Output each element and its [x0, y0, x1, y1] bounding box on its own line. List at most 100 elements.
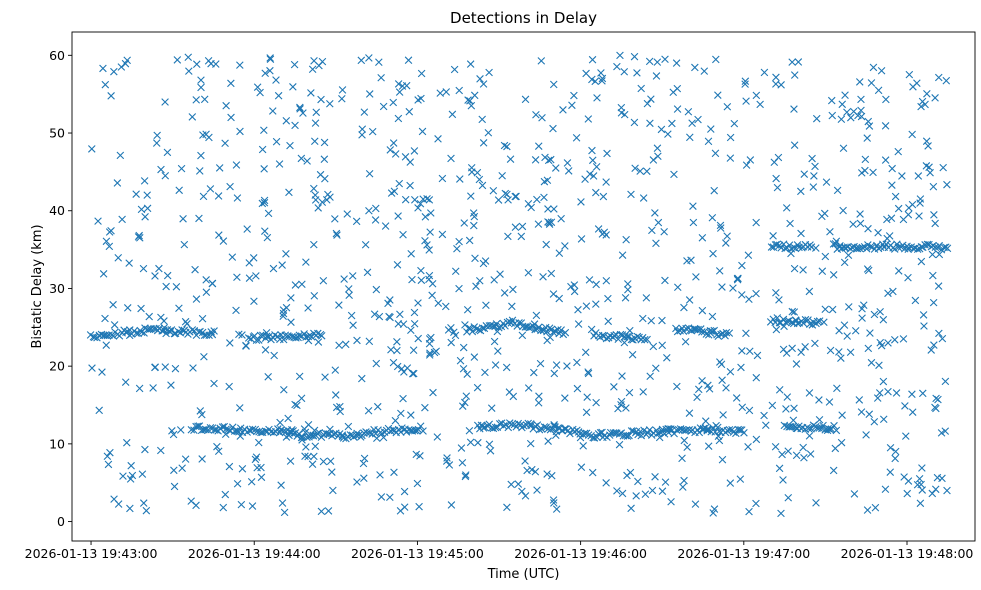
data-point [456, 175, 464, 183]
data-point [278, 261, 286, 269]
data-point [137, 304, 145, 313]
data-point [225, 462, 234, 471]
data-point [879, 377, 888, 386]
data-point [394, 80, 403, 88]
data-point [487, 404, 496, 412]
data-point [939, 163, 947, 172]
data-point [256, 88, 264, 97]
data-point [503, 503, 511, 512]
data-point [272, 137, 281, 146]
data-point [340, 275, 348, 283]
data-point [441, 302, 450, 311]
data-point [544, 205, 552, 213]
data-point [114, 254, 123, 262]
data-point [377, 73, 385, 82]
data-point [260, 198, 269, 207]
data-point [790, 141, 799, 149]
data-point [865, 410, 874, 418]
data-point [673, 105, 682, 113]
x-tick-label: 2026-01-13 19:44:00 [188, 546, 321, 561]
data-point [584, 368, 592, 376]
data-point [429, 388, 437, 397]
data-point [318, 57, 327, 66]
data-point [244, 334, 253, 342]
data-point [88, 364, 96, 372]
data-point [919, 311, 928, 319]
x-tick-label: 2026-01-13 19:48:00 [841, 546, 974, 561]
data-point [141, 213, 149, 221]
data-point [581, 175, 589, 183]
x-tick-label: 2026-01-13 19:45:00 [351, 546, 484, 561]
data-point [799, 319, 808, 328]
data-point [789, 416, 798, 425]
data-point [258, 145, 267, 154]
data-point [717, 330, 725, 339]
data-point [582, 302, 591, 310]
data-point [779, 476, 787, 484]
data-point [783, 317, 792, 326]
data-point [602, 276, 611, 285]
data-point [175, 304, 183, 313]
data-point [634, 477, 642, 486]
data-point [830, 421, 838, 430]
data-point [892, 389, 901, 397]
data-point [771, 442, 780, 451]
data-point [857, 95, 865, 104]
data-point [827, 425, 836, 433]
data-point [484, 128, 493, 137]
data-point [221, 430, 230, 439]
data-point [235, 404, 244, 412]
data-point [279, 309, 288, 318]
data-point [884, 387, 892, 396]
data-point [221, 139, 229, 148]
data-point [888, 164, 896, 173]
data-point [160, 323, 169, 332]
data-point [508, 316, 517, 325]
data-point [599, 192, 608, 201]
data-point [462, 392, 471, 400]
data-point [926, 168, 934, 177]
data-point [407, 411, 415, 419]
data-point [200, 352, 208, 361]
data-point [653, 58, 662, 66]
data-point [818, 212, 826, 221]
data-point [102, 341, 111, 349]
data-point [335, 341, 343, 350]
data-point [752, 218, 760, 227]
data-point [377, 493, 386, 501]
data-point [931, 219, 939, 228]
data-point [451, 267, 460, 276]
data-point [876, 338, 885, 347]
data-point [790, 105, 798, 113]
data-point [137, 205, 146, 214]
data-point [547, 269, 556, 278]
data-point [704, 137, 713, 146]
data-point [567, 282, 575, 291]
data-point [918, 464, 926, 472]
x-tick-label: 2026-01-13 19:43:00 [25, 546, 158, 561]
data-point [716, 221, 725, 230]
data-point [304, 336, 313, 345]
data-point [397, 409, 405, 418]
data-point [706, 329, 715, 337]
data-point [680, 436, 689, 445]
data-point [181, 455, 190, 463]
data-point [566, 429, 574, 438]
data-point [930, 341, 938, 349]
data-point [797, 187, 805, 196]
data-point [700, 67, 709, 75]
data-point [772, 80, 780, 88]
data-point [784, 493, 793, 502]
data-point [243, 225, 251, 233]
data-point [448, 110, 457, 119]
data-point [416, 199, 425, 208]
data-point [215, 231, 223, 239]
data-point [617, 397, 626, 406]
data-point [810, 172, 818, 180]
data-point [109, 332, 118, 340]
data-point [543, 470, 551, 478]
data-point [421, 213, 430, 221]
data-point [517, 232, 526, 241]
data-point [620, 338, 629, 347]
data-point [589, 172, 598, 180]
